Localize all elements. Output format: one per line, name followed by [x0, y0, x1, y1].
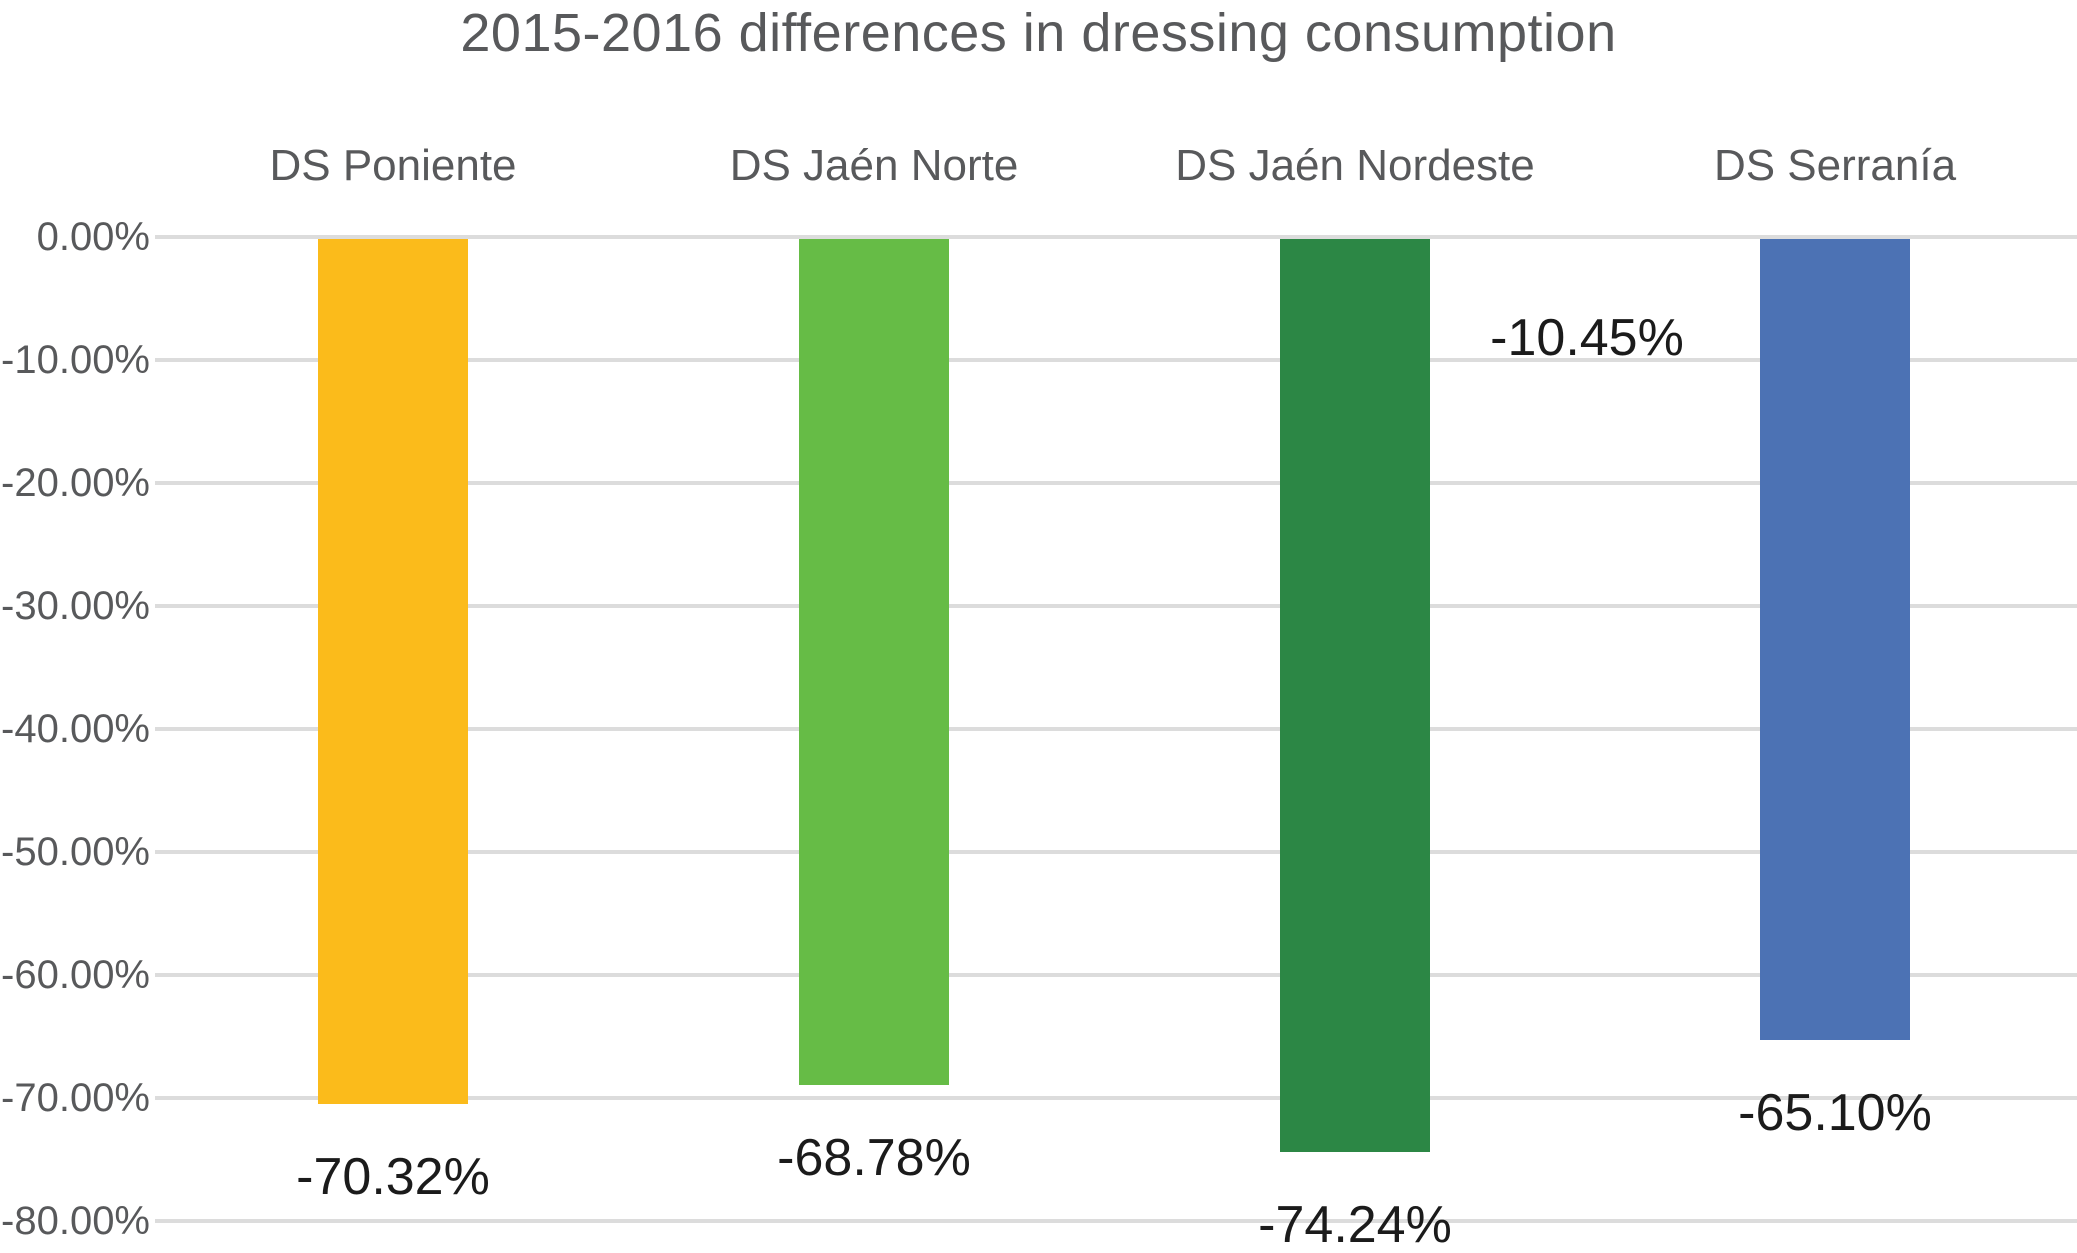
y-axis-tick-3: -30.00%	[1, 584, 150, 628]
gridline-0	[155, 235, 2077, 239]
value-label-ds-jaen-norte: -68.78%	[777, 1129, 971, 1187]
gridline-1	[155, 358, 2077, 362]
bar-ds-jaen-nordeste	[1280, 239, 1430, 1152]
y-axis-tick-1: -10.00%	[1, 338, 150, 382]
value-label-ds-serrania: -65.10%	[1738, 1084, 1932, 1142]
y-axis-tick-2: -20.00%	[1, 461, 150, 505]
value-label-ds-jaen-nordeste: -74.24%	[1258, 1196, 1452, 1253]
category-label-ds-poniente: DS Poniente	[269, 141, 517, 190]
gridline-5	[155, 850, 2077, 854]
y-axis-tick-7: -70.00%	[1, 1076, 150, 1120]
category-label-ds-serrania: DS Serranía	[1713, 141, 1957, 190]
y-axis-tick-4: -40.00%	[1, 707, 150, 751]
bar-ds-jaen-norte	[799, 239, 949, 1085]
y-axis-tick-5: -50.00%	[1, 830, 150, 874]
bar-ds-serrania	[1760, 239, 1910, 1040]
gridline-2	[155, 481, 2077, 485]
gridline-6	[155, 973, 2077, 977]
y-axis-tick-0: 0.00%	[36, 215, 150, 259]
category-label-ds-jaen-norte: DS Jaén Norte	[729, 141, 1019, 190]
category-label-ds-jaen-nordeste: DS Jaén Nordeste	[1175, 141, 1535, 190]
gridline-4	[155, 727, 2077, 731]
value-label-ds-poniente: -70.32%	[296, 1148, 490, 1206]
chart-title: 2015-2016 differences in dressing consum…	[460, 3, 1617, 63]
gridline-8	[155, 1219, 2077, 1223]
gridline-7	[155, 1096, 2077, 1100]
bar-ds-poniente	[318, 239, 468, 1104]
floating-value-label: -10.45%	[1490, 308, 1684, 367]
y-axis-tick-8: -80.00%	[1, 1199, 150, 1243]
gridline-3	[155, 604, 2077, 608]
y-axis-tick-6: -60.00%	[1, 953, 150, 997]
